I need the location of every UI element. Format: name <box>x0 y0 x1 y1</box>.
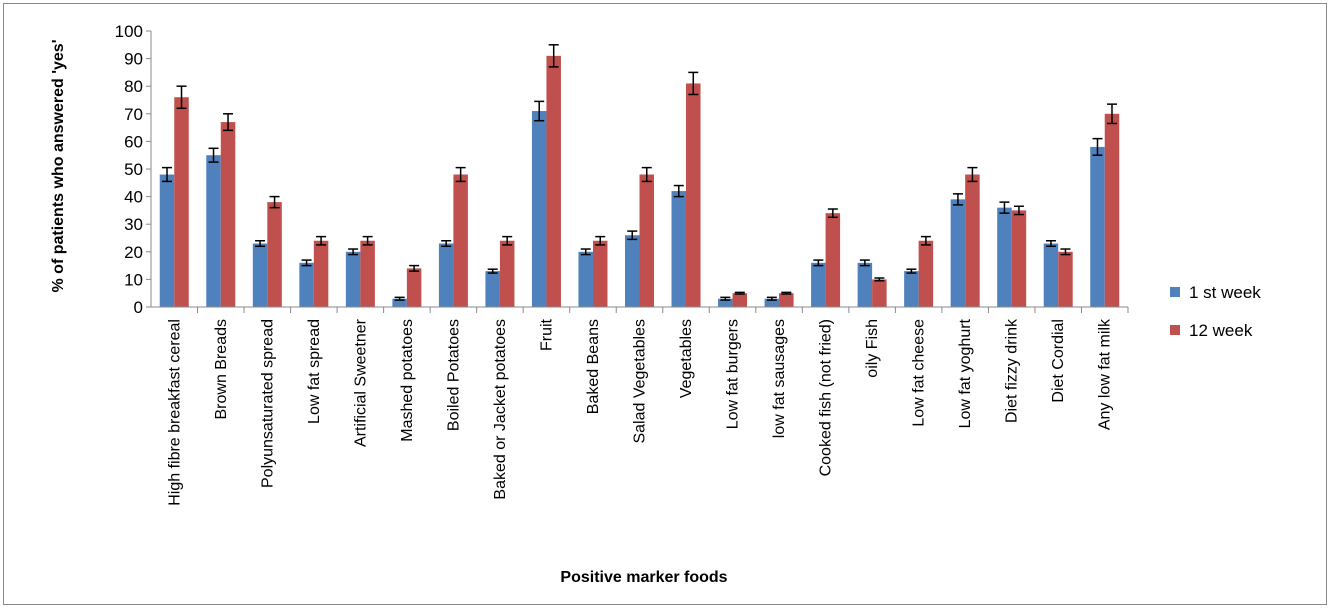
bar <box>485 271 500 307</box>
axes-group <box>150 31 1129 313</box>
bar <box>1043 243 1059 307</box>
y-tick-label: 70 <box>124 105 143 124</box>
bar <box>872 279 887 307</box>
bar <box>406 268 422 307</box>
error-bars-group <box>162 44 1117 301</box>
bar <box>546 55 561 308</box>
bar <box>1058 251 1073 307</box>
y-tick-label: 10 <box>124 270 143 289</box>
bar <box>174 97 189 308</box>
bar <box>592 240 608 307</box>
bar <box>392 298 407 307</box>
bar <box>732 293 748 307</box>
chart-frame: 0 10 20 30 40 50 60 70 80 90 100 High fibre breakf… <box>3 3 1327 605</box>
x-category-label: Low fat cheese <box>911 319 928 427</box>
bar <box>1104 113 1120 307</box>
x-category-label: low fat sausages <box>771 319 788 438</box>
bar <box>299 262 314 307</box>
legend-swatch <box>1170 325 1180 335</box>
x-category-label: Artificial Sweetner <box>352 318 369 447</box>
bar <box>220 122 236 307</box>
y-tick-label: 90 <box>124 50 143 69</box>
y-tick-label: 20 <box>124 243 143 262</box>
x-category-label: oily Fish <box>864 319 881 378</box>
bar <box>578 251 593 307</box>
bar <box>718 298 733 307</box>
x-category-label: Any low fat milk <box>1097 318 1114 430</box>
x-category-label: Diet Cordial <box>1050 319 1067 403</box>
y-axis-title: % of patients who answered 'yes' <box>50 39 67 292</box>
bar <box>779 293 794 307</box>
legend-label: 1 st week <box>1189 283 1261 302</box>
x-category-label: Fruit <box>538 318 555 351</box>
y-tick-label: 0 <box>134 298 143 317</box>
y-axis-ticks: 0 10 20 30 40 50 60 70 80 90 100 <box>115 22 151 317</box>
y-tick-label: 50 <box>124 160 143 179</box>
bar <box>531 111 547 307</box>
bar <box>453 174 468 307</box>
legend: 1 st week 12 week <box>1170 283 1261 340</box>
bar <box>206 155 221 307</box>
x-category-label: Salad Vegetables <box>632 319 649 444</box>
y-tick-label: 100 <box>115 22 143 41</box>
x-category-label: Vegetables <box>678 319 695 398</box>
bar <box>904 271 919 307</box>
legend-label: 12 week <box>1189 321 1253 340</box>
legend-swatch <box>1170 287 1180 297</box>
bar <box>825 213 841 307</box>
x-category-label: High fibre breakfast cereal <box>166 319 183 506</box>
bars-group <box>159 55 1120 308</box>
x-category-label: Baked or Jacket potatoes <box>492 319 509 500</box>
bar <box>965 174 980 307</box>
bar-chart: 0 10 20 30 40 50 60 70 80 90 100 High fibre breakf… <box>50 22 1261 586</box>
x-category-label: Low fat yoghurt <box>957 318 974 428</box>
bar <box>686 83 701 307</box>
y-tick-label: 80 <box>124 77 143 96</box>
bar <box>1011 210 1027 307</box>
bar <box>997 207 1012 307</box>
bar <box>159 174 175 307</box>
bar <box>313 240 329 307</box>
bar <box>625 235 640 307</box>
x-category-label: Polyunsaturated spread <box>259 319 276 488</box>
x-category-label: Baked Beans <box>585 319 602 414</box>
bar <box>499 240 515 307</box>
bar <box>360 240 375 307</box>
bar <box>345 251 361 307</box>
x-category-label: Diet fizzy drink <box>1004 318 1021 423</box>
x-category-label: Low fat burgers <box>725 319 742 429</box>
x-category-label: Brown Breads <box>213 319 230 420</box>
x-category-label: Cooked fish (not fried) <box>818 319 835 476</box>
bar <box>811 262 826 307</box>
x-category-label: Mashed potatoes <box>399 319 416 442</box>
x-axis-title: Positive marker foods <box>560 569 727 586</box>
bar <box>252 243 268 307</box>
bar <box>267 202 282 307</box>
x-axis-category-labels: High fibre breakfast cereal Brown Breads P… <box>166 318 1113 506</box>
bar <box>1090 146 1105 307</box>
bar <box>671 191 687 307</box>
x-category-label: Low fat spread <box>306 319 323 424</box>
bar <box>764 298 780 307</box>
bar <box>857 262 873 307</box>
x-category-label: Boiled Potatoes <box>445 319 462 431</box>
y-tick-label: 30 <box>124 215 143 234</box>
y-tick-label: 60 <box>124 132 143 151</box>
bar <box>950 199 966 307</box>
bar <box>438 243 454 307</box>
y-tick-label: 40 <box>124 188 143 207</box>
bar <box>639 174 654 307</box>
bar <box>918 240 934 307</box>
